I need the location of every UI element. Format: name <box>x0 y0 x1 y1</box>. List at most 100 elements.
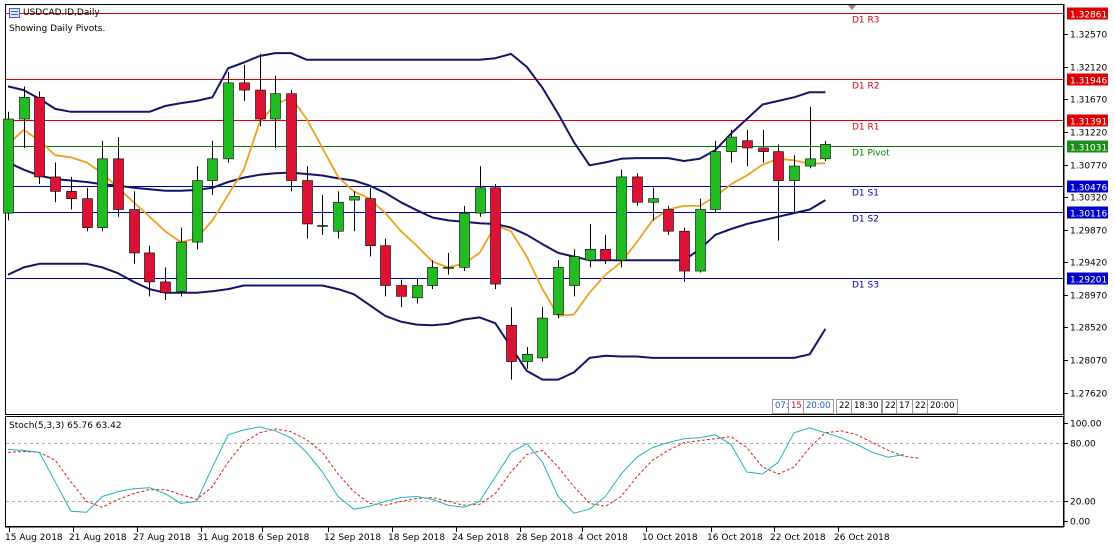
candle-4 <box>66 176 77 210</box>
moving-average-line <box>7 96 826 317</box>
candle-body-44 <box>695 209 706 272</box>
candle-body-40 <box>632 176 643 203</box>
candle-body-17 <box>270 93 281 120</box>
candle-body-30 <box>475 187 486 214</box>
candle-body-49 <box>773 151 784 181</box>
candle-body-8 <box>129 209 140 254</box>
candle-52 <box>820 140 831 161</box>
candle-body-10 <box>160 281 171 294</box>
candle-body-5 <box>82 198 93 228</box>
candle-39 <box>616 169 627 268</box>
candle-body-51 <box>805 158 816 167</box>
session-box-1[interactable]: 07: <box>772 399 792 414</box>
candle-body-37 <box>585 249 596 261</box>
candle-body-20 <box>317 225 328 227</box>
price-tick-label-7: 1.29420 <box>1070 259 1107 269</box>
candle-10 <box>160 267 171 300</box>
candle-21 <box>333 191 344 239</box>
price-tick-label-9: 1.28520 <box>1070 324 1107 334</box>
candle-9 <box>144 245 155 297</box>
candle-body-24 <box>380 245 391 286</box>
candle-47 <box>742 129 753 167</box>
candle-body-6 <box>97 158 108 228</box>
candle-27 <box>427 260 438 290</box>
candle-45 <box>710 140 721 214</box>
candle-body-38 <box>600 249 611 261</box>
pivot-label-5: D1 S2 <box>852 215 879 225</box>
candle-18 <box>286 90 297 192</box>
candle-19 <box>302 166 313 239</box>
candle-12 <box>192 166 203 250</box>
pivot-tag-bg-0 <box>1067 7 1108 20</box>
candle-body-42 <box>663 209 674 232</box>
candle-body-18 <box>286 93 297 181</box>
pivot-tag-5: 1.30116 <box>1070 210 1107 220</box>
candle-11 <box>176 227 187 297</box>
candle-body-46 <box>726 136 737 152</box>
pivot-tag-bg-6 <box>1067 272 1108 285</box>
pivot-tag-0: 1.32861 <box>1070 11 1107 21</box>
candle-25 <box>396 279 407 308</box>
candle-29 <box>459 205 470 272</box>
stoch-tick-label-3: 0.00 <box>1070 518 1090 528</box>
symbol-title: USDCAD.ID,Daily <box>23 8 100 18</box>
time-tick-label-5: 12 Sep 2018 <box>324 533 381 543</box>
candle-body-2 <box>34 96 45 178</box>
session-box-7[interactable]: 17 <box>896 399 913 414</box>
candle-body-45 <box>710 151 721 210</box>
candle-33 <box>522 347 533 369</box>
candle-22 <box>349 191 360 232</box>
pivot-label-1: D1 R2 <box>852 82 880 92</box>
candle-body-34 <box>537 317 548 359</box>
candle-30 <box>475 166 486 217</box>
time-tick-label-7: 24 Sep 2018 <box>452 533 509 543</box>
candle-body-26 <box>412 285 423 299</box>
time-tick-label-8: 28 Sep 2018 <box>516 533 573 543</box>
candle-body-21 <box>333 201 344 232</box>
candle-3 <box>50 162 61 203</box>
price-tick-label-0: 1.32570 <box>1070 31 1107 41</box>
chart-shift-marker[interactable] <box>848 5 856 10</box>
candle-13 <box>207 140 218 196</box>
pivot-tag-2: 1.31391 <box>1070 118 1107 128</box>
pivot-subtitle: Showing Daily Pivots. <box>9 24 106 34</box>
pivot-tag-bg-4 <box>1067 180 1108 193</box>
pivot-tag-bg-3 <box>1067 140 1108 153</box>
time-tick-label-12: 22 Oct 2018 <box>770 533 826 543</box>
session-box-5[interactable]: 18:30 <box>851 399 882 414</box>
stoch-main-line <box>7 426 905 514</box>
candle-body-47 <box>742 140 753 149</box>
candle-body-48 <box>758 147 769 152</box>
candle-body-35 <box>553 267 564 315</box>
bollinger-lower-line <box>7 262 827 381</box>
symbol-icon[interactable] <box>9 8 20 18</box>
candle-body-11 <box>176 241 187 292</box>
candle-body-27 <box>427 267 438 286</box>
candle-0 <box>3 111 14 221</box>
indicator-lines <box>7 52 827 381</box>
candle-body-32 <box>506 325 517 362</box>
stoch-tick-label-1: 80.00 <box>1070 440 1096 450</box>
price-tick-label-2: 1.31670 <box>1070 96 1107 106</box>
candle-49 <box>773 144 784 241</box>
candle-body-41 <box>648 198 659 203</box>
candle-body-28 <box>443 267 454 269</box>
price-tick-label-5: 1.30320 <box>1070 194 1107 204</box>
pivot-tag-4: 1.30476 <box>1070 184 1107 194</box>
candle-body-19 <box>302 180 313 225</box>
session-box-8[interactable]: 22 <box>912 399 929 414</box>
session-box-9[interactable]: 20:00 <box>927 399 958 414</box>
candle-40 <box>632 173 643 206</box>
time-tick-label-6: 18 Sep 2018 <box>388 533 445 543</box>
price-tick-label-11: 1.27620 <box>1070 390 1107 400</box>
price-tick-label-10: 1.28070 <box>1070 357 1107 367</box>
price-tick-label-4: 1.30770 <box>1070 162 1107 172</box>
candle-36 <box>569 249 580 297</box>
candle-body-0 <box>3 118 14 214</box>
session-box-3[interactable]: 20:00 <box>803 399 834 414</box>
pivot-label-6: D1 S3 <box>852 281 879 291</box>
pivot-label-2: D1 R1 <box>852 123 880 133</box>
candles <box>3 53 831 380</box>
candle-body-25 <box>396 285 407 297</box>
